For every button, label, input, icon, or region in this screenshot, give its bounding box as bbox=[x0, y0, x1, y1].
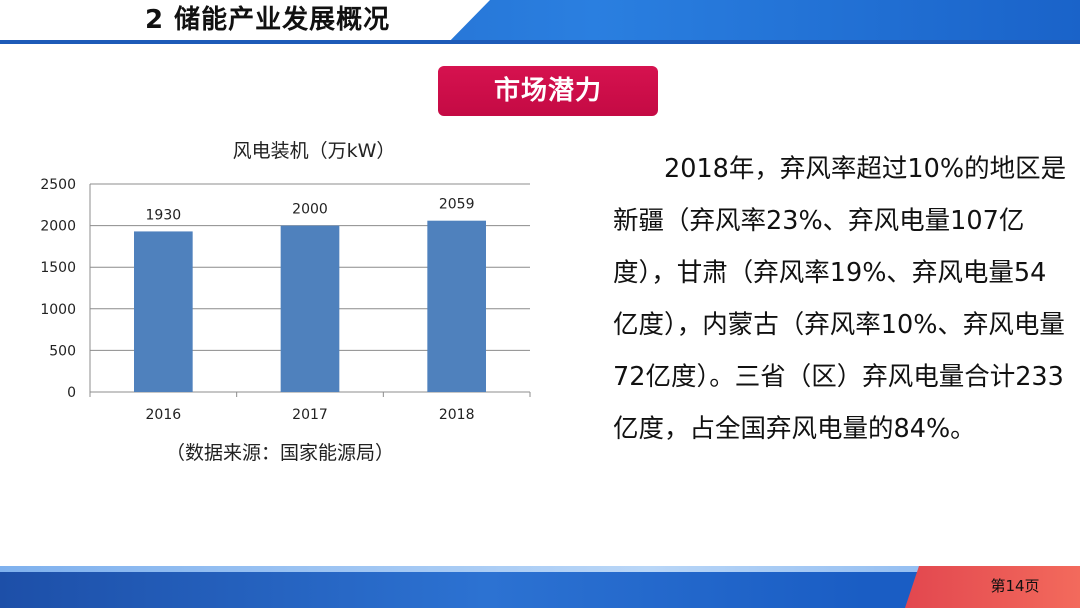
x-tick-label: 2016 bbox=[146, 407, 182, 423]
y-tick-label: 1500 bbox=[40, 260, 76, 276]
x-tick-label: 2017 bbox=[292, 407, 328, 423]
bar-data-label: 1930 bbox=[146, 207, 182, 223]
footer-highlight bbox=[0, 566, 1080, 572]
slide-title: 2 储能产业发展概况 bbox=[145, 5, 391, 35]
wind-capacity-chart: 风电装机（万kW） 0 500 1000 1500 2000 2500 1930 2016 20… bbox=[20, 130, 580, 475]
bar-data-label: 2000 bbox=[292, 202, 328, 218]
chart-source-note: （数据来源：国家能源局） bbox=[165, 442, 394, 464]
header-divider bbox=[0, 40, 1080, 44]
y-tick-label: 2500 bbox=[40, 177, 76, 193]
page-number: 第14页 bbox=[990, 577, 1040, 595]
y-tick-label: 500 bbox=[49, 343, 76, 359]
market-analysis-text: 2018年，弃风率超过10%的地区是新疆（弃风率23%、弃风电量107亿度），甘… bbox=[613, 154, 1067, 444]
bar-data-label: 2059 bbox=[439, 197, 475, 213]
chart-bar bbox=[134, 231, 193, 392]
x-tick-label: 2018 bbox=[439, 407, 475, 423]
chart-bar bbox=[427, 220, 486, 392]
y-tick-label: 1000 bbox=[40, 302, 76, 318]
y-tick-label: 2000 bbox=[40, 219, 76, 235]
chart-svg: 0 500 1000 1500 2000 2500 1930 2016 2000 2017 2059… bbox=[40, 177, 531, 423]
chart-title: 风电装机（万kW） bbox=[232, 140, 396, 162]
chart-bar bbox=[280, 225, 340, 392]
footer-band bbox=[0, 566, 1080, 608]
section-badge: 市场潜力 bbox=[438, 66, 658, 116]
footer-accent bbox=[905, 566, 1080, 608]
y-tick-label: 0 bbox=[67, 385, 76, 401]
header-title-area bbox=[0, 0, 490, 40]
